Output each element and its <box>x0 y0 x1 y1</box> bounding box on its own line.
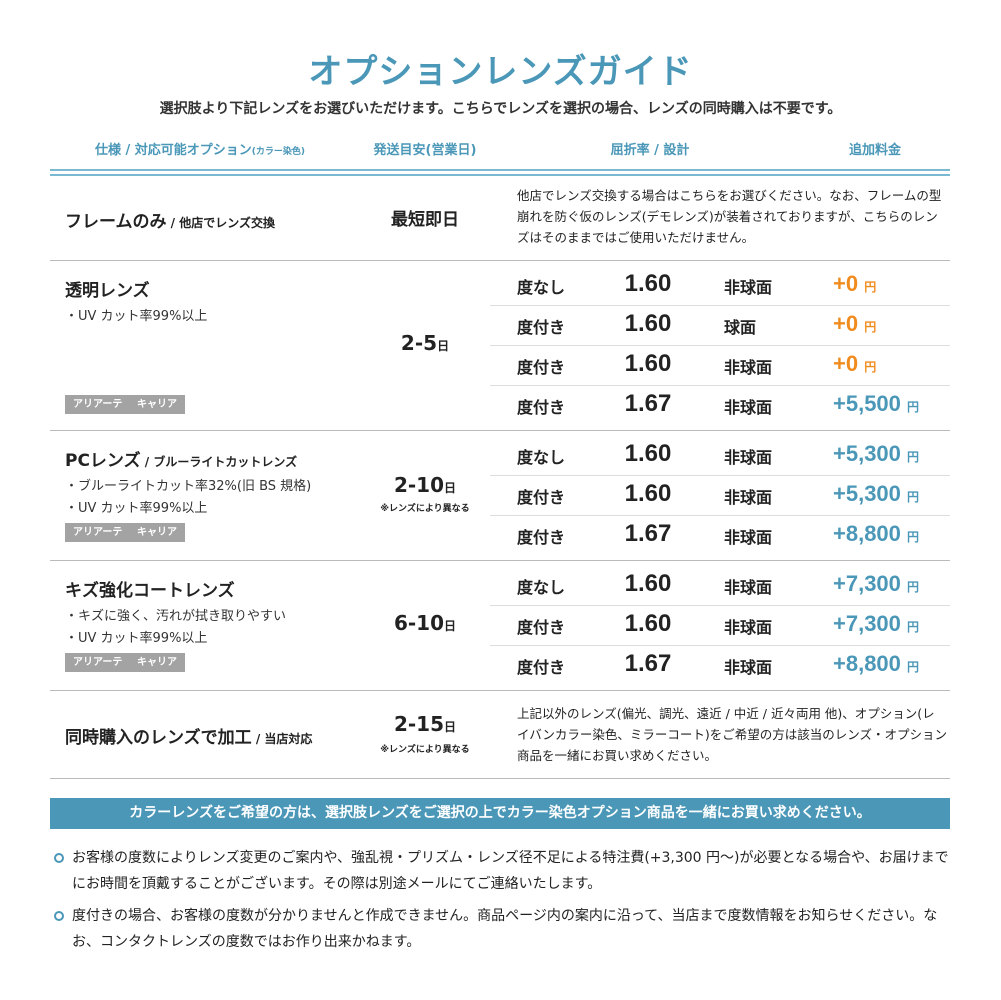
lens-design: 非球面 <box>724 358 773 377</box>
lens-type: 度付き <box>517 398 566 417</box>
group-days: 6-10日 <box>393 611 457 635</box>
frame-only-days: 最短即日 <box>391 210 459 230</box>
divider <box>50 690 950 691</box>
bullet-circle-icon <box>54 853 64 863</box>
lens-price: +7,300 円 <box>833 611 920 636</box>
lens-price: +0 円 <box>833 351 877 376</box>
group-name: 透明レンズ <box>65 281 150 301</box>
lens-index: 1.60 <box>624 350 672 377</box>
option-tag: キャリア <box>129 653 185 672</box>
processing-note: ※レンズにより異なる <box>380 745 470 755</box>
lens-price: +7,300 円 <box>833 571 920 596</box>
row-divider <box>490 345 950 346</box>
option-tag: アリアーテ <box>65 523 131 542</box>
lens-index: 1.60 <box>624 270 672 297</box>
group-bullet: ・ブルーライトカット率32%(旧 BS 規格) <box>65 479 312 494</box>
group-bullet: ・UV カット率99%以上 <box>65 501 208 516</box>
lens-price: +8,800 円 <box>833 521 920 546</box>
lens-type: 度なし <box>517 448 566 467</box>
processing-desc: 上記以外のレンズ(偏光、調光、遠近 / 中近 / 近々両用 他)、オプション(レ… <box>517 706 948 763</box>
bullet-circle-icon <box>54 911 64 921</box>
lens-price: +8,800 円 <box>833 651 920 676</box>
lens-design: 非球面 <box>724 578 773 597</box>
lens-type: 度付き <box>517 658 566 677</box>
group-days-note: ※レンズにより異なる <box>380 504 470 514</box>
lens-type: 度付き <box>517 358 566 377</box>
lens-design: 非球面 <box>724 398 773 417</box>
frame-only-desc: 他店でレンズ交換する場合はこちらをお選びください。なお、フレームの型崩れを防ぐ仮… <box>517 188 942 245</box>
group-bullet: ・UV カット率99%以上 <box>65 631 208 646</box>
lens-design: 非球面 <box>724 528 773 547</box>
row-divider <box>490 385 950 386</box>
divider <box>50 560 950 561</box>
lens-index: 1.60 <box>624 440 672 467</box>
lens-design: 非球面 <box>724 488 773 507</box>
note-2: 度付きの場合、お客様の度数が分かりませんと作成できません。商品ページ内の案内に沿… <box>72 908 938 950</box>
lens-index: 1.67 <box>624 650 672 677</box>
frame-only-name: フレームのみ / 他店でレンズ交換 <box>65 212 275 232</box>
group-bullet: ・キズに強く、汚れが拭き取りやすい <box>65 609 287 624</box>
lens-price: +5,300 円 <box>833 441 920 466</box>
lens-design: 非球面 <box>724 658 773 677</box>
option-tag: アリアーテ <box>65 395 131 414</box>
header-spec-small: (カラー染色) <box>251 147 306 157</box>
option-tag: キャリア <box>129 523 185 542</box>
lens-type: 度付き <box>517 488 566 507</box>
lens-price: +0 円 <box>833 271 877 296</box>
header-spec: 仕様 / 対応可能オプション(カラー染色) <box>60 139 340 158</box>
lens-design: 球面 <box>724 318 757 337</box>
group-name: キズ強化コートレンズ <box>65 581 235 601</box>
divider <box>50 169 950 171</box>
lens-index: 1.60 <box>624 480 672 507</box>
divider <box>50 778 950 779</box>
lens-price: +5,500 円 <box>833 391 920 416</box>
lens-index: 1.67 <box>624 520 672 547</box>
color-lens-banner: カラーレンズをご希望の方は、選択肢レンズをご選択の上でカラー染色オプション商品を… <box>50 798 950 829</box>
lens-type: 度付き <box>517 318 566 337</box>
note-1: お客様の度数によりレンズ変更のご案内や、強乱視・プリズム・レンズ径不足による特注… <box>72 850 949 892</box>
lens-index: 1.60 <box>624 310 672 337</box>
row-divider <box>490 515 950 516</box>
processing-days: 2-15日 <box>393 712 457 736</box>
lens-price: +5,300 円 <box>833 481 920 506</box>
option-tag: アリアーテ <box>65 653 131 672</box>
group-days: 2-10日 <box>393 473 457 497</box>
divider <box>50 430 950 431</box>
lens-index: 1.67 <box>624 390 672 417</box>
divider <box>50 260 950 261</box>
divider <box>50 174 950 176</box>
processing-name: 同時購入のレンズで加工 / 当店対応 <box>65 728 313 748</box>
lens-type: 度なし <box>517 278 566 297</box>
option-tag: キャリア <box>129 395 185 414</box>
lens-index: 1.60 <box>624 570 672 597</box>
group-name: PCレンズ / ブルーライトカットレンズ <box>65 451 298 471</box>
lens-type: 度なし <box>517 578 566 597</box>
lens-design: 非球面 <box>724 278 773 297</box>
subtitle: 選択肢より下記レンズをお選びいただけます。こちらでレンズを選択の場合、レンズの同… <box>159 101 842 117</box>
row-divider <box>490 305 950 306</box>
header-spec-label: 仕様 / 対応可能オプション <box>94 143 252 158</box>
lens-index: 1.60 <box>624 610 672 637</box>
lens-price: +0 円 <box>833 311 877 336</box>
lens-design: 非球面 <box>724 618 773 637</box>
header-price: 追加料金 <box>848 143 901 158</box>
row-divider <box>490 645 950 646</box>
group-days: 2-5日 <box>400 331 450 355</box>
row-divider <box>490 605 950 606</box>
group-bullet: ・UV カット率99%以上 <box>65 309 208 324</box>
page-title: オプションレンズガイド <box>308 52 693 92</box>
header-index: 屈折率 / 設計 <box>610 143 690 158</box>
lens-type: 度付き <box>517 528 566 547</box>
header-days: 発送目安(営業日) <box>373 143 477 158</box>
row-divider <box>490 475 950 476</box>
lens-design: 非球面 <box>724 448 773 467</box>
lens-type: 度付き <box>517 618 566 637</box>
